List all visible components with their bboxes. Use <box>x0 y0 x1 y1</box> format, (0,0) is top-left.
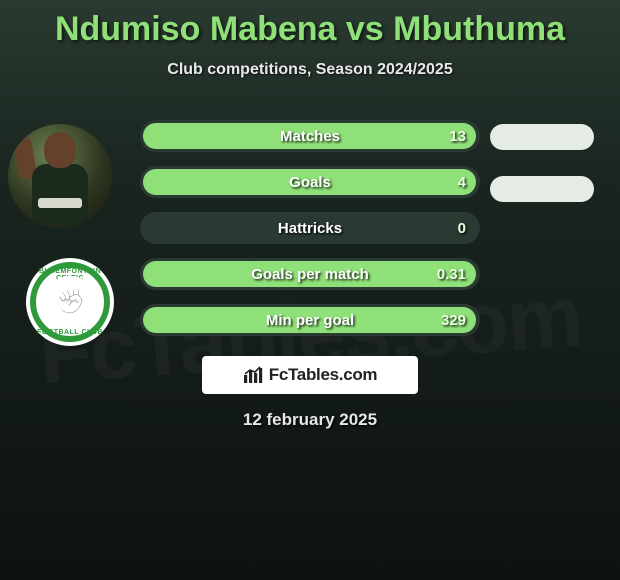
stat-label: Matches <box>140 120 480 152</box>
crest-text-bottom: FOOTBALL CLUB <box>26 329 114 336</box>
subtitle: Club competitions, Season 2024/2025 <box>0 61 620 79</box>
stat-row: Hattricks0 <box>140 212 480 244</box>
stat-row: Matches13 <box>140 120 480 152</box>
stat-value: 329 <box>441 304 466 336</box>
player-avatar <box>8 124 112 228</box>
stat-row: Min per goal329 <box>140 304 480 336</box>
page-title: Ndumiso Mabena vs Mbuthuma <box>0 0 620 49</box>
opponent-pill <box>490 124 594 150</box>
player-head <box>44 132 76 168</box>
jersey-stripe <box>38 198 82 208</box>
stat-value: 0 <box>458 212 466 244</box>
fist-icon: ✊ <box>55 290 85 314</box>
stats-panel: Matches13 Goals4 Hattricks0 Goals per match… <box>140 120 480 350</box>
stat-label: Min per goal <box>140 304 480 336</box>
bar-chart-icon <box>243 366 263 384</box>
stat-label: Goals <box>140 166 480 198</box>
brand-text: FcTables.com <box>269 365 378 385</box>
stat-value: 0.31 <box>437 258 466 290</box>
player-figure <box>30 130 90 226</box>
opponent-pill <box>490 176 594 202</box>
stat-label: Goals per match <box>140 258 480 290</box>
stat-label: Hattricks <box>140 212 480 244</box>
player-torso <box>32 164 88 224</box>
stat-row: Goals4 <box>140 166 480 198</box>
content-root: FcTables.com Ndumiso Mabena vs Mbuthuma … <box>0 0 620 580</box>
date-text: 12 february 2025 <box>0 410 620 430</box>
stat-value: 4 <box>458 166 466 198</box>
stat-value: 13 <box>449 120 466 152</box>
stat-row: Goals per match0.31 <box>140 258 480 290</box>
club-crest: BLOEMFONTEIN CELTIC ✊ FOOTBALL CLUB <box>26 258 114 346</box>
brand-box[interactable]: FcTables.com <box>202 356 418 394</box>
crest-center: ✊ <box>44 276 96 328</box>
